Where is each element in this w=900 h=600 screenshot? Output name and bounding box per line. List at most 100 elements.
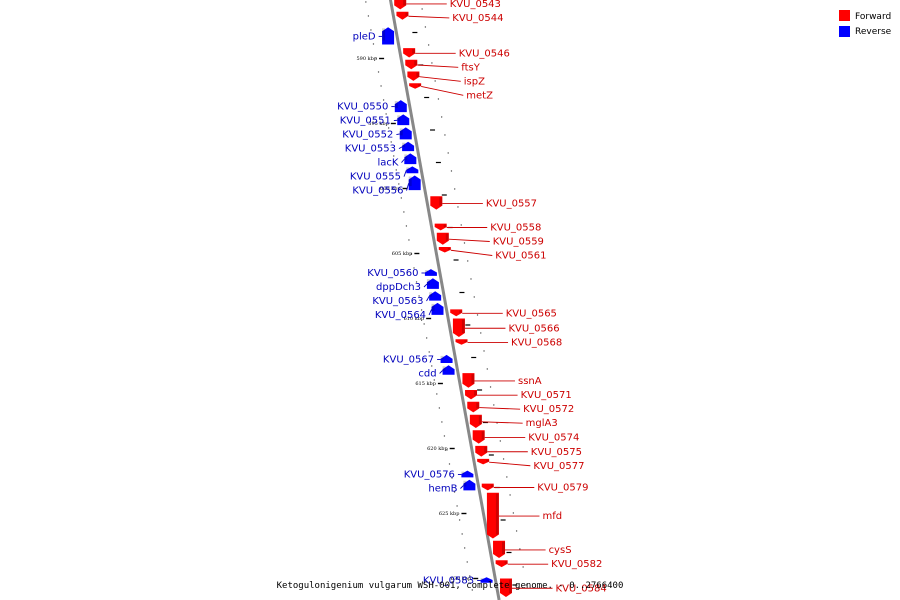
gene-block-KVU_0552 (399, 127, 412, 140)
ruler-dot (385, 113, 387, 115)
gene-label-KVU_0560: KVU_0560 (367, 268, 418, 279)
gene-shade-KVU_0575 (484, 446, 488, 453)
ruler-dot (372, 43, 375, 45)
gene-shade-KVU_0574 (481, 431, 485, 440)
gene-label-cysS: cysS (549, 545, 572, 556)
ruler-dot (525, 584, 528, 586)
gene-block-cysS (493, 540, 506, 558)
ruler-dot (400, 197, 403, 199)
gene-label-KVU_0553: KVU_0553 (345, 144, 396, 155)
gene-block-KVU_0555 (406, 166, 419, 174)
gene-block-hemB (463, 479, 476, 491)
gene-leader-KVU_0564 (428, 309, 432, 316)
gene-leader-mglA3 (481, 421, 523, 424)
gene-label-KVU_0546: KVU_0546 (459, 48, 510, 59)
gene-label-KVU_0574: KVU_0574 (528, 432, 579, 443)
ruler-dot (460, 224, 462, 226)
gene-block-KVU_0564 (431, 302, 444, 315)
gene-shade-KVU_0550 (394, 101, 398, 109)
legend-swatch-reverse (839, 26, 850, 37)
gene-shade-KVU_0568 (464, 340, 468, 343)
gene-shade-KVU_0555 (406, 167, 410, 170)
gene-block-KVU_0550 (394, 100, 407, 113)
ruler-dot (519, 548, 521, 550)
ruler-dot (425, 337, 428, 339)
gene-leader-metZ (421, 86, 464, 96)
gene-label-KVU_0577: KVU_0577 (533, 461, 584, 472)
ruler-dot (444, 134, 446, 136)
gene-shade-ftsY (414, 60, 418, 66)
gene-label-ftsY: ftsY (461, 62, 480, 73)
gene-block-KVU_0575 (475, 445, 488, 457)
gene-shade-lacK (404, 154, 408, 161)
gene-label-KVU_0551: KVU_0551 (340, 116, 391, 127)
gene-leader-KVU_0552 (396, 133, 400, 136)
gene-label-KVU_0568: KVU_0568 (511, 338, 562, 349)
ruler-dot (382, 99, 385, 101)
gene-shade-KVU_0571 (474, 391, 478, 396)
gene-label-mglA3: mglA3 (526, 418, 558, 429)
gene-shade-KVU_0563 (429, 292, 433, 297)
scale-tick-label: 595 kbp (368, 121, 389, 127)
gene-label-ssnA: ssnA (518, 376, 542, 387)
gene-block-cdd (442, 365, 455, 375)
ruler-dot (480, 332, 482, 334)
ruler-dot (427, 44, 430, 46)
ruler-dot (434, 80, 436, 82)
ruler-dot (489, 386, 492, 388)
gene-block-metZ (409, 83, 422, 89)
gene-shade-metZ (418, 84, 422, 86)
gene-label-KVU_0556: KVU_0556 (352, 186, 403, 197)
ruler-dot (408, 239, 410, 241)
ruler-dot (451, 477, 453, 479)
gene-label-dppDch3: dppDch3 (376, 282, 421, 293)
gene-label-KVU_0572: KVU_0572 (523, 404, 574, 415)
gene-shade-KVU_0560 (424, 270, 428, 273)
gene-block-KVU_0563 (429, 291, 442, 301)
ruler-dot (467, 260, 469, 262)
ruler-dot (499, 440, 502, 442)
ruler-dot (454, 188, 456, 190)
ruler-dot (423, 323, 425, 325)
gene-block-KVU_0553 (402, 141, 415, 152)
gene-track (382, 0, 512, 597)
gene-block-lacK (404, 153, 417, 165)
ruler-dot (448, 463, 451, 465)
ruler-dot (380, 85, 382, 87)
gene-shade-ssnA (471, 374, 475, 384)
gene-label-KVU_0567: KVU_0567 (383, 354, 434, 365)
ruler-dot (413, 267, 415, 269)
ruler-dot (440, 116, 443, 118)
gene-label-KVU_0557: KVU_0557 (486, 198, 537, 209)
map-caption: Ketogulonigenium vulgarum WSH-001, compl… (277, 581, 624, 591)
ruler-dot (377, 71, 380, 73)
gene-leader-KVU_0553 (398, 146, 403, 149)
ruler-dot (390, 141, 392, 143)
gene-label-KVU_0576: KVU_0576 (404, 470, 455, 481)
ruler-dot (370, 29, 372, 31)
gene-shade-KVU_0579 (490, 484, 494, 487)
genome-backbone (388, 0, 501, 600)
gene-block-pleD (382, 27, 395, 45)
gene-label-KVU_0555: KVU_0555 (350, 172, 401, 183)
ruler-dot (420, 309, 423, 311)
gene-label-KVU_0566: KVU_0566 (508, 323, 559, 334)
gene-label-KVU_0552: KVU_0552 (342, 130, 393, 141)
ruler-dot (387, 127, 390, 129)
ruler-dot (522, 566, 524, 568)
gene-shade-KVU_0584 (508, 579, 512, 593)
gene-label-metZ: metZ (466, 90, 493, 101)
gene-labels: KVU_0543 KVU_0544 pleD KVU_0546 ftsY ispZ metZ… (337, 0, 607, 594)
ruler-dot (458, 519, 461, 521)
gene-label-pleD: pleD (353, 31, 376, 42)
gene-label-KVU_0583: KVU_0583 (423, 575, 474, 586)
gene-block-KVU_0556 (408, 175, 421, 191)
ruler-dot (438, 407, 441, 409)
gene-leader-KVU_0556 (406, 183, 410, 191)
ruler-dot (506, 476, 508, 478)
gene-shade-KVU_0552 (399, 128, 403, 136)
gene-block-KVU_0568 (455, 339, 468, 345)
gene-leader-dppDch3 (423, 283, 428, 288)
gene-leader-KVU_0572 (479, 407, 521, 410)
gene-label-cdd: cdd (418, 368, 436, 379)
